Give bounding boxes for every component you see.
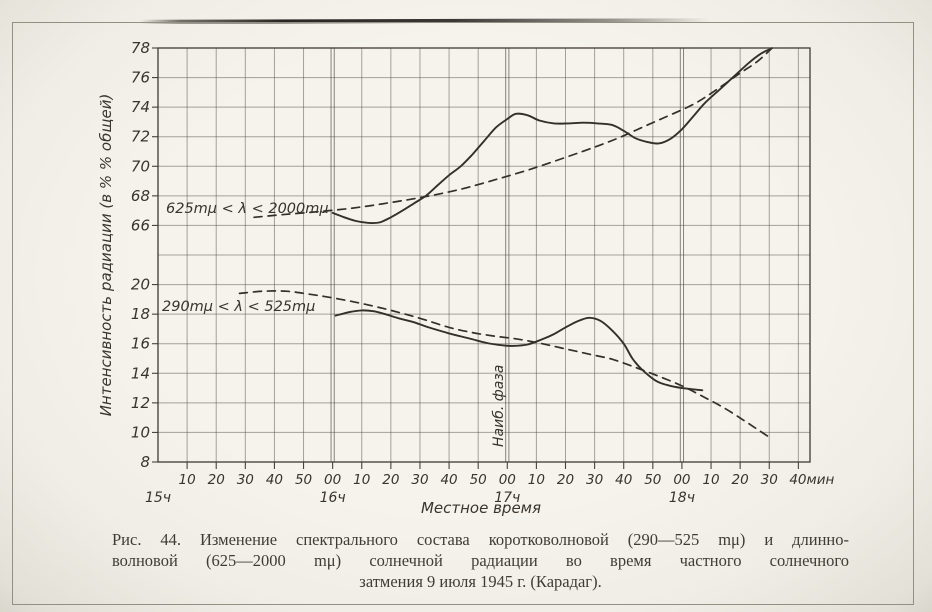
caption-line: затмения 9 июля 1945 г. (Карадаг). xyxy=(359,572,602,591)
caption-line: волновой (625—2000 mμ) солнечной радиаци… xyxy=(112,551,849,570)
plot-border xyxy=(157,47,811,463)
y-tick-label: 68 xyxy=(131,187,150,205)
y-tick-label: 10 xyxy=(131,423,150,441)
curves-layer xyxy=(238,47,774,440)
y-tick-label: 74 xyxy=(131,98,150,116)
x-tick-label: 30 xyxy=(586,472,603,488)
x-tick-label: 40 xyxy=(440,472,457,488)
y-tick-label: 70 xyxy=(131,157,150,175)
curve-longwave-expected xyxy=(253,47,774,219)
x-tick-label: 00 xyxy=(324,472,341,488)
y-tick-label: 18 xyxy=(131,305,150,323)
upper-band-label: 625mμ < λ < 2000mμ xyxy=(166,201,329,217)
curve-longwave-observed xyxy=(331,48,771,225)
figure-caption: Рис. 44. Изменение спектрального состава… xyxy=(112,529,849,592)
x-tick-label: 50 xyxy=(470,472,487,488)
x-tick-label: 20 xyxy=(732,472,749,488)
max-phase-label: Наиб. фаза xyxy=(491,365,507,447)
x-tick-label: 20 xyxy=(557,472,574,488)
y-tick-label: 12 xyxy=(131,394,150,412)
lower-band-label: 290mμ < λ < 525mμ xyxy=(162,299,315,315)
y-tick-label: 16 xyxy=(131,335,150,353)
y-tick-label: 8 xyxy=(140,453,150,471)
x-tick-label: 40 xyxy=(266,472,283,488)
x-tick-label: 40мин xyxy=(789,472,834,488)
x-tick-label: 20 xyxy=(208,472,225,488)
x-hour-label: 15ч xyxy=(145,490,171,506)
curve-shortwave-expected xyxy=(238,290,774,440)
x-tick-label: 20 xyxy=(382,472,399,488)
y-axis-title: Интенсивность радиации (в % % общей) xyxy=(97,94,115,417)
x-tick-label: 10 xyxy=(353,472,370,488)
x-tick-label: 30 xyxy=(237,472,254,488)
x-tick-label: 00 xyxy=(499,472,516,488)
y-tick-label: 78 xyxy=(131,39,150,57)
x-tick-label: 50 xyxy=(644,472,661,488)
x-hour-label: 17ч xyxy=(494,490,520,506)
x-tick-label: 30 xyxy=(411,472,428,488)
x-tick-label: 10 xyxy=(528,472,545,488)
y-tick-label: 76 xyxy=(131,69,150,87)
x-tick-label: 10 xyxy=(179,472,196,488)
figure-frame xyxy=(12,22,914,605)
x-tick-label: 30 xyxy=(761,472,778,488)
x-axis-title: Местное время xyxy=(421,499,541,517)
x-tick-label: 10 xyxy=(702,472,719,488)
caption-line: Рис. 44. Изменение спектрального состава… xyxy=(112,530,849,549)
y-tick-label: 66 xyxy=(131,216,150,234)
y-tick-label: 20 xyxy=(131,276,150,294)
y-tick-label: 14 xyxy=(131,364,150,382)
tick-labels-layer: 78 76 74 72 70 68 66 20 18 16 14 12 10 8 10 20 30 40 50 00 1… xyxy=(131,39,835,506)
y-tick-label: 72 xyxy=(131,128,150,146)
grid-layer xyxy=(152,47,811,469)
x-tick-label: 50 xyxy=(295,472,312,488)
x-tick-label: 40 xyxy=(615,472,632,488)
x-hour-label: 16ч xyxy=(320,490,346,506)
x-hour-label: 18ч xyxy=(669,490,695,506)
x-tick-label: 00 xyxy=(673,472,690,488)
